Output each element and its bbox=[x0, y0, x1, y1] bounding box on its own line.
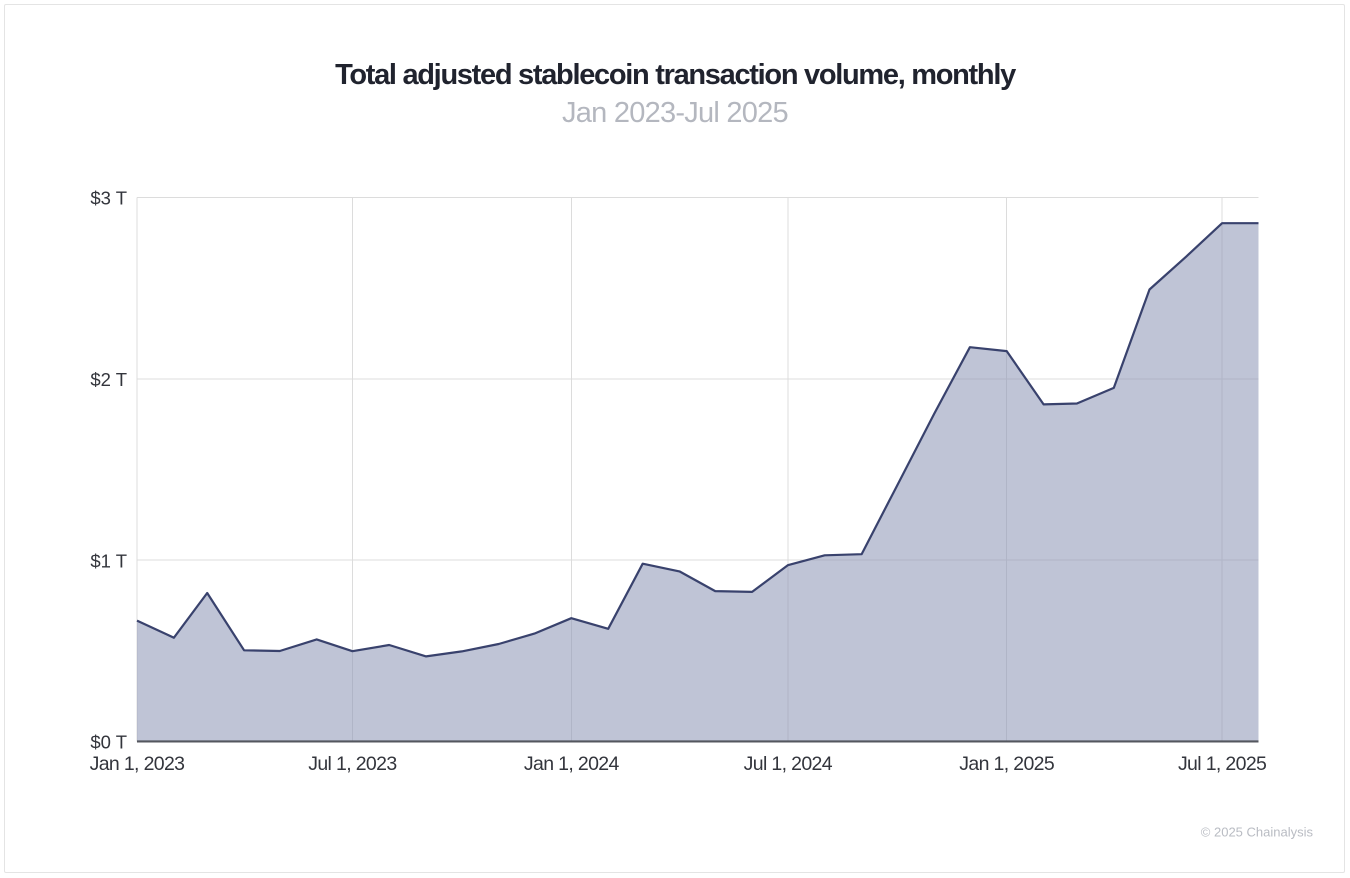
svg-text:Jul 1, 2023: Jul 1, 2023 bbox=[308, 753, 396, 775]
svg-text:Jan 1, 2024: Jan 1, 2024 bbox=[524, 753, 620, 775]
svg-text:$0 T: $0 T bbox=[90, 732, 127, 753]
svg-text:$3 T: $3 T bbox=[90, 188, 127, 209]
svg-text:Jan 1, 2025: Jan 1, 2025 bbox=[959, 753, 1055, 775]
svg-text:$1 T: $1 T bbox=[90, 550, 127, 571]
svg-text:Jan 1, 2023: Jan 1, 2023 bbox=[90, 753, 185, 775]
svg-text:Jul 1, 2025: Jul 1, 2025 bbox=[1178, 753, 1267, 775]
svg-text:© 2025 Chainalysis: © 2025 Chainalysis bbox=[1201, 825, 1314, 840]
svg-text:$2 T: $2 T bbox=[90, 369, 127, 390]
svg-text:Jul 1, 2024: Jul 1, 2024 bbox=[744, 753, 833, 775]
